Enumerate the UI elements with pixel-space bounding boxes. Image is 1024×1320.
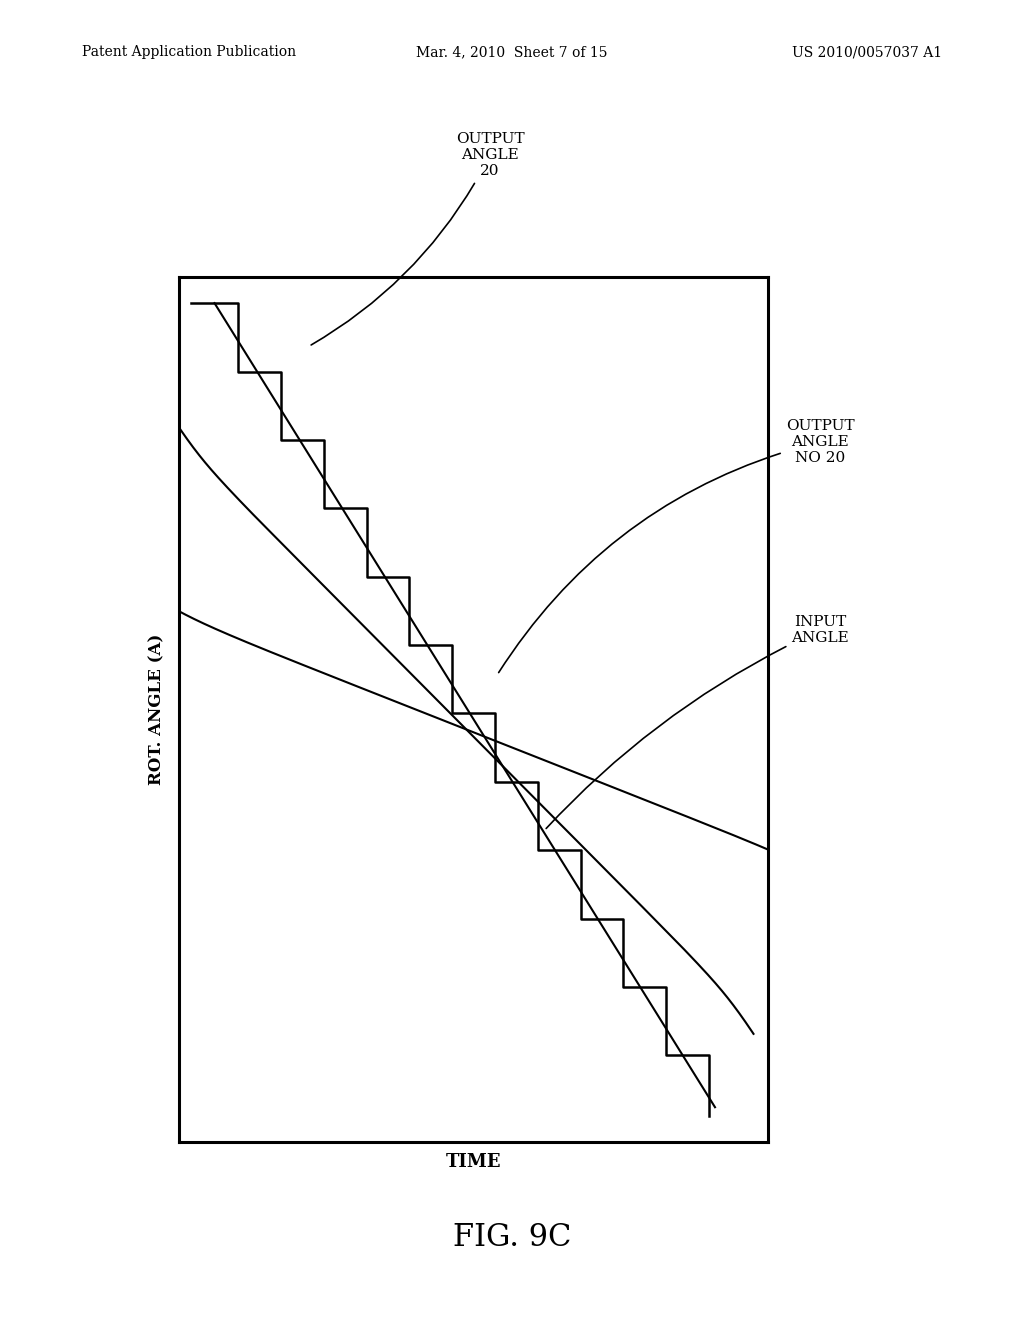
Text: US 2010/0057037 A1: US 2010/0057037 A1 — [792, 45, 942, 59]
Text: FIG. 9C: FIG. 9C — [453, 1222, 571, 1254]
Text: OUTPUT
ANGLE
20: OUTPUT ANGLE 20 — [311, 132, 524, 345]
Text: Mar. 4, 2010  Sheet 7 of 15: Mar. 4, 2010 Sheet 7 of 15 — [416, 45, 608, 59]
Text: INPUT
ANGLE: INPUT ANGLE — [546, 615, 849, 829]
X-axis label: TIME: TIME — [445, 1152, 502, 1171]
Y-axis label: ROT. ANGLE (A): ROT. ANGLE (A) — [148, 634, 165, 785]
Text: OUTPUT
ANGLE
NO 20: OUTPUT ANGLE NO 20 — [499, 418, 854, 673]
Text: Patent Application Publication: Patent Application Publication — [82, 45, 296, 59]
